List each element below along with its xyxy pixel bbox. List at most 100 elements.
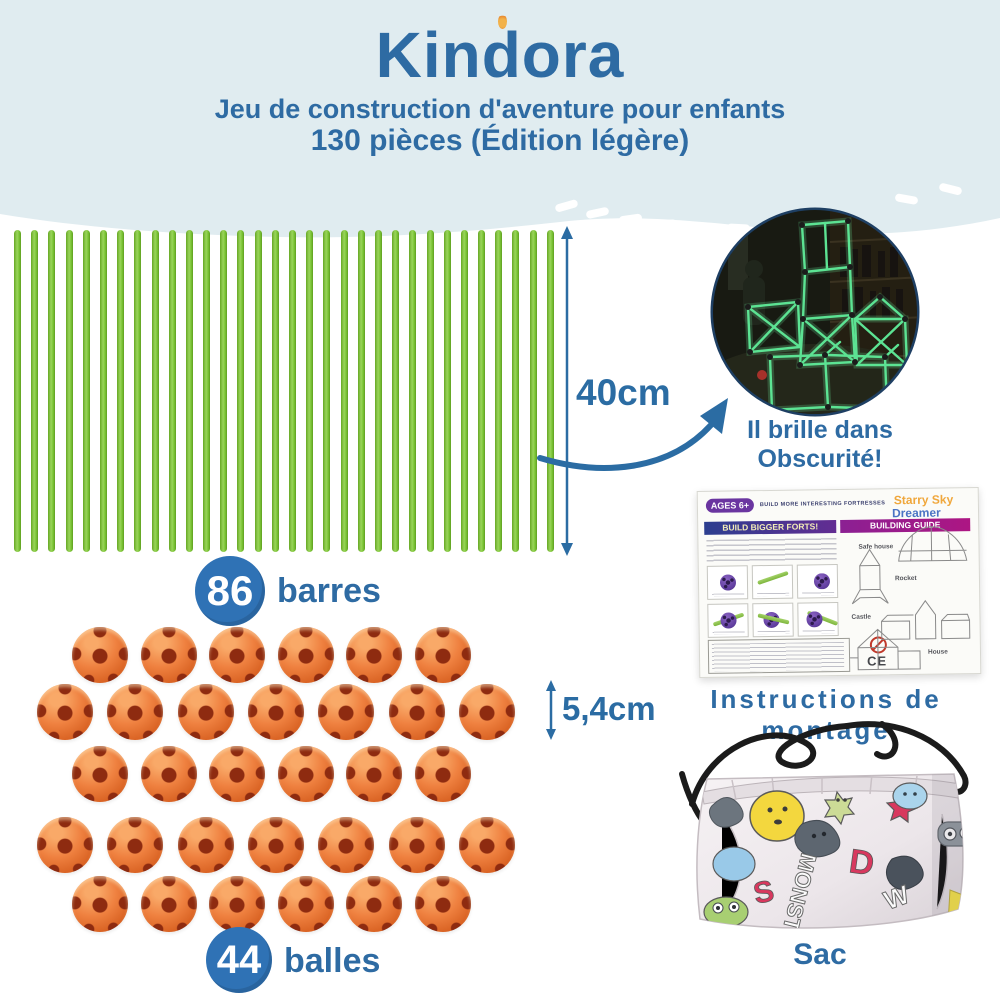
green-bar <box>529 230 537 552</box>
orange-ball <box>458 684 515 740</box>
orange-ball <box>140 746 197 802</box>
ball-diameter-arrow <box>546 680 556 740</box>
orange-ball <box>415 876 471 932</box>
assembly-step-panels <box>706 564 840 638</box>
orange-ball <box>247 817 304 873</box>
green-bar <box>409 230 417 552</box>
balls-count-badge: 44 <box>206 927 272 993</box>
glow-caption: Il brille dans Obscurité! <box>730 416 910 474</box>
orange-ball <box>458 817 515 873</box>
green-bar <box>340 230 348 552</box>
castle-drawing <box>881 599 971 640</box>
green-bar <box>271 230 279 552</box>
bag-caption: Sac <box>793 938 847 971</box>
step-panel <box>752 602 794 638</box>
sheet-tagline: BUILD MORE INTERESTING FORTRESSES <box>759 500 886 509</box>
green-bar <box>478 230 486 552</box>
bars-count-label: barres <box>277 572 381 610</box>
sheet-left-header: BUILD BIGGER FORTS! <box>704 520 837 535</box>
green-bars-row <box>14 230 554 552</box>
sparkle-decoration <box>498 14 507 29</box>
step-panel <box>796 564 839 599</box>
green-bar <box>392 230 400 552</box>
orange-ball <box>72 876 128 932</box>
green-bar <box>117 230 125 552</box>
green-bar <box>65 230 73 552</box>
safe-house-drawing <box>898 526 968 562</box>
orange-ball <box>209 876 266 932</box>
green-bar <box>237 230 245 552</box>
orange-ball <box>177 817 234 873</box>
orange-ball <box>415 627 471 683</box>
orange-ball <box>388 684 445 740</box>
orange-ball <box>37 684 93 740</box>
svg-text:D: D <box>847 842 877 883</box>
model-label-rocket: Rocket <box>894 574 917 583</box>
ages-badge: AGES 6+ <box>705 498 755 513</box>
orange-ball <box>209 627 266 683</box>
header-wave-band <box>0 0 1000 238</box>
green-bar <box>323 230 331 552</box>
red-ball-in-photo <box>757 370 767 380</box>
green-bar <box>151 230 159 552</box>
subtitle-line2: 130 pièces (Édition légère) <box>310 124 690 157</box>
step-panel <box>797 602 839 637</box>
orange-ball <box>247 684 304 740</box>
bar-length-label: 40cm <box>576 372 671 413</box>
instruction-sheet: AGES 6+ BUILD MORE INTERESTING FORTRESSE… <box>696 487 982 678</box>
green-bar <box>203 230 211 552</box>
orange-ball <box>107 817 164 873</box>
orange-ball <box>177 684 234 740</box>
step-panel <box>751 564 794 600</box>
orange-ball <box>277 876 334 932</box>
green-bar <box>460 230 468 552</box>
orange-ball <box>209 746 266 802</box>
orange-ball <box>72 746 128 802</box>
decorative-dashes <box>555 183 962 233</box>
green-bar <box>82 230 90 552</box>
bars-count-badge: 86 <box>195 556 265 626</box>
green-bar <box>495 230 503 552</box>
orange-ball <box>318 817 375 873</box>
green-bar <box>546 230 554 552</box>
warning-box <box>707 637 851 674</box>
instructions-caption: Instructions de montage <box>710 684 942 745</box>
green-bar <box>512 230 520 552</box>
orange-ball <box>415 746 471 802</box>
rocket-drawing <box>851 548 889 605</box>
orange-ball <box>140 627 197 683</box>
step-panel <box>707 603 749 638</box>
orange-ball <box>346 627 403 683</box>
green-bar <box>426 230 434 552</box>
green-bar <box>185 230 193 552</box>
green-bar <box>14 230 21 552</box>
green-bar <box>99 230 107 552</box>
glow-in-dark-photo <box>710 207 920 417</box>
green-bar <box>168 230 176 552</box>
sheet-paragraph <box>706 538 837 562</box>
page-title: Kindora <box>375 19 625 91</box>
orange-ball <box>140 876 197 932</box>
length-dimension-arrow <box>561 226 573 556</box>
green-bar <box>254 230 262 552</box>
green-bar <box>31 230 39 552</box>
green-bar <box>357 230 365 552</box>
green-bar <box>374 230 382 552</box>
glow-caption-line2: Obscurité! <box>757 445 883 473</box>
step-panel <box>706 565 749 600</box>
curved-arrow <box>537 398 728 471</box>
green-bar <box>48 230 56 552</box>
ball-diameter-label: 5,4cm <box>562 690 656 727</box>
storage-bag-photo: S D W MONSTER <box>679 721 969 929</box>
subtitle-line1: Jeu de construction d'aventure pour enfa… <box>214 94 786 124</box>
glow-caption-line1: Il brille dans <box>747 416 893 444</box>
green-bar <box>306 230 314 552</box>
orange-ball <box>388 817 445 873</box>
model-label-house: House <box>927 648 948 656</box>
orange-ball <box>277 746 334 802</box>
green-bar <box>443 230 451 552</box>
orange-ball <box>37 817 93 873</box>
green-bar <box>134 230 142 552</box>
orange-ball <box>107 684 164 740</box>
